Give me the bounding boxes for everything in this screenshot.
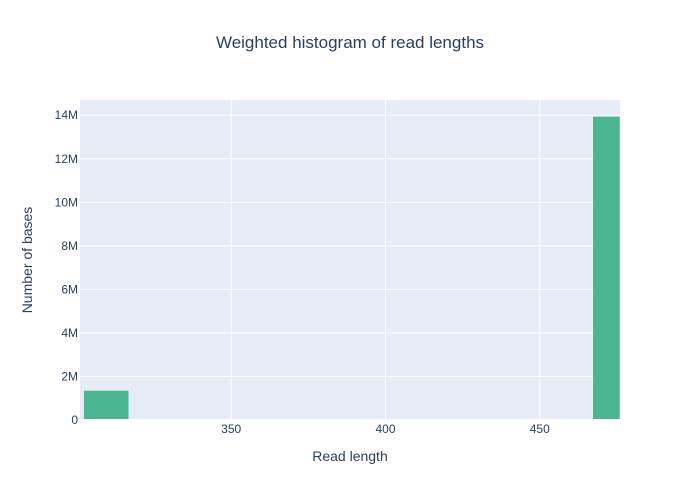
y-tick-label: 8M	[61, 239, 78, 253]
y-tick-label: 4M	[61, 326, 78, 340]
x-axis-title: Read length	[312, 448, 388, 464]
histogram-bar[interactable]	[592, 116, 621, 421]
y-tick-label: 10M	[55, 195, 78, 209]
y-tick-label: 6M	[61, 282, 78, 296]
y-tick-label: 12M	[55, 152, 78, 166]
plot-area	[80, 100, 620, 420]
chart-title: Weighted histogram of read lengths	[215, 33, 485, 52]
x-tick-label: 400	[375, 422, 395, 436]
x-tick-label: 450	[530, 422, 550, 436]
histogram-bar[interactable]	[83, 390, 130, 421]
y-tick-label: 14M	[55, 108, 78, 122]
x-tick-label: 350	[221, 422, 241, 436]
y-tick-label: 2M	[61, 369, 78, 383]
y-tick-label: 0	[71, 413, 78, 427]
